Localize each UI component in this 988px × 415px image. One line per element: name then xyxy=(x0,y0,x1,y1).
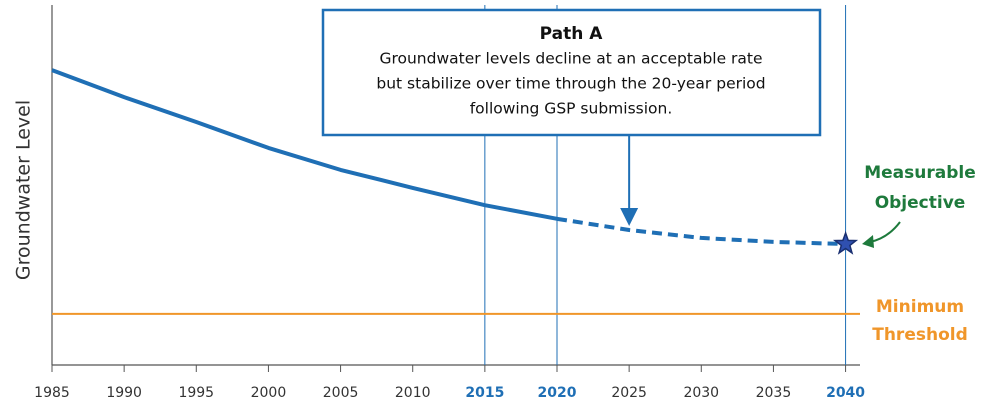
y-axis-label: Groundwater Level xyxy=(13,100,35,280)
objective-label: Objective xyxy=(875,193,966,213)
annotation-text: Groundwater levels decline at an accepta… xyxy=(379,50,762,68)
annotation-text: but stabilize over time through the 20-y… xyxy=(376,75,765,93)
x-tick-label: 2010 xyxy=(395,385,431,401)
objective-star xyxy=(832,230,859,255)
x-tick-label: 2005 xyxy=(323,385,359,401)
annotation-box xyxy=(321,8,822,137)
threshold-label: Minimum xyxy=(876,297,964,317)
x-tick-label: 2040 xyxy=(826,385,865,401)
x-tick-label: 1995 xyxy=(178,385,214,401)
series-line xyxy=(51,68,558,221)
x-tick-label: 2020 xyxy=(538,385,577,401)
annotation-text: following GSP submission. xyxy=(470,100,673,118)
objective-arrow xyxy=(869,221,901,243)
series-line xyxy=(556,216,846,247)
x-tick-label: 2015 xyxy=(465,385,504,401)
annotation-title: Path A xyxy=(540,24,604,44)
annotation-arrowhead xyxy=(620,208,639,226)
x-tick-label: 1990 xyxy=(106,385,142,401)
objective-label: Measurable xyxy=(864,163,976,183)
x-tick-label: 2025 xyxy=(611,385,647,401)
x-tick-label: 2000 xyxy=(251,385,287,401)
threshold-label: Threshold xyxy=(872,325,968,345)
objective-arrowhead xyxy=(862,235,874,248)
x-tick-label: 2030 xyxy=(683,385,719,401)
x-tick-label: 1985 xyxy=(34,385,70,401)
x-tick-label: 2035 xyxy=(756,385,792,401)
